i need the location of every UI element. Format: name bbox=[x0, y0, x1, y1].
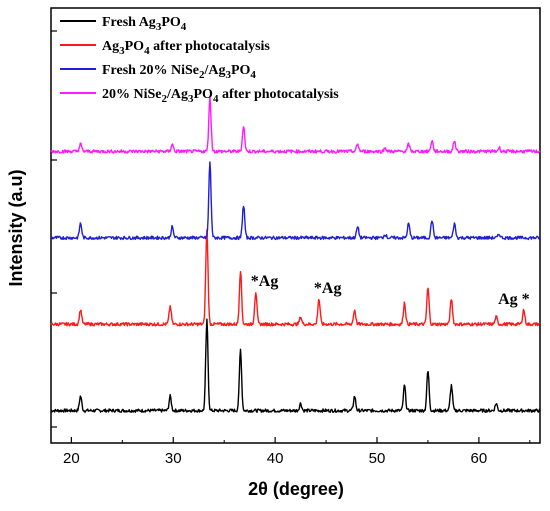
plot-border bbox=[50, 7, 541, 444]
legend-entry-part: 4 bbox=[213, 93, 219, 105]
x-tick-label: 20 bbox=[63, 450, 80, 467]
ag-annotation: *Ag bbox=[251, 273, 279, 290]
legend-entry-part: 2 bbox=[162, 93, 168, 105]
plot-frame bbox=[50, 7, 541, 444]
series-fresh_ag3po4 bbox=[50, 318, 541, 413]
legend-entry-part: Fresh Ag bbox=[102, 15, 156, 30]
x-axis-title: 2θ (degree) bbox=[248, 479, 344, 499]
x-tick-label: 30 bbox=[165, 450, 182, 467]
legend-entry: Fresh 20% NiSe2/Ag3PO4 bbox=[102, 63, 256, 81]
legend-entry-part: Fresh 20% NiSe bbox=[102, 63, 199, 78]
ticks-layer: 20 30 40 50 60 bbox=[51, 30, 531, 467]
legend-entry-part: 4 bbox=[181, 21, 187, 33]
legend-entry-part: 3 bbox=[156, 21, 162, 33]
x-tick-label: 40 bbox=[267, 450, 284, 467]
ag-annotation: Ag * bbox=[498, 291, 530, 308]
legend-entry: Fresh Ag3PO4 bbox=[102, 15, 187, 33]
series-after_nise2 bbox=[50, 95, 541, 154]
legend-entry: Ag3PO4 after photocatalysis bbox=[102, 39, 270, 57]
series-fresh_nise2 bbox=[50, 161, 541, 241]
legend-entry-part: 4 bbox=[144, 45, 150, 57]
y-axis-title: Intensity (a.u) bbox=[6, 169, 26, 286]
legend-entry-part: 3 bbox=[188, 93, 194, 105]
legend-entry-part: 3 bbox=[225, 69, 231, 81]
legend-entry-part: /Ag bbox=[166, 87, 188, 102]
legend-entry-part: PO bbox=[194, 87, 214, 102]
legend-entry-part: Ag bbox=[102, 39, 119, 54]
legend-entry-part: 4 bbox=[250, 69, 256, 81]
legend-entry-part: PO bbox=[125, 39, 145, 54]
x-tick-label: 60 bbox=[471, 450, 488, 467]
legend-entry-part: 20% NiSe bbox=[102, 87, 162, 102]
legend-entry-part: after photocatalysis bbox=[150, 39, 271, 54]
series-ag3po4_after bbox=[50, 229, 541, 327]
annotation-layer: *Ag *Ag Ag * bbox=[251, 273, 530, 308]
legend-entry-part: /Ag bbox=[203, 63, 225, 78]
series-layer bbox=[50, 95, 541, 413]
legend-entry-part: PO bbox=[231, 63, 251, 78]
x-tick-label: 50 bbox=[369, 450, 386, 467]
legend-entry: 20% NiSe2/Ag3PO4 after photocatalysis bbox=[102, 87, 339, 105]
legend-entry-part: after photocatalysis bbox=[218, 87, 339, 102]
legend-entry-part: PO bbox=[161, 15, 181, 30]
ag-annotation: *Ag bbox=[314, 280, 342, 297]
legend-entry-part: 2 bbox=[199, 69, 205, 81]
legend-entry-part: 3 bbox=[119, 45, 125, 57]
